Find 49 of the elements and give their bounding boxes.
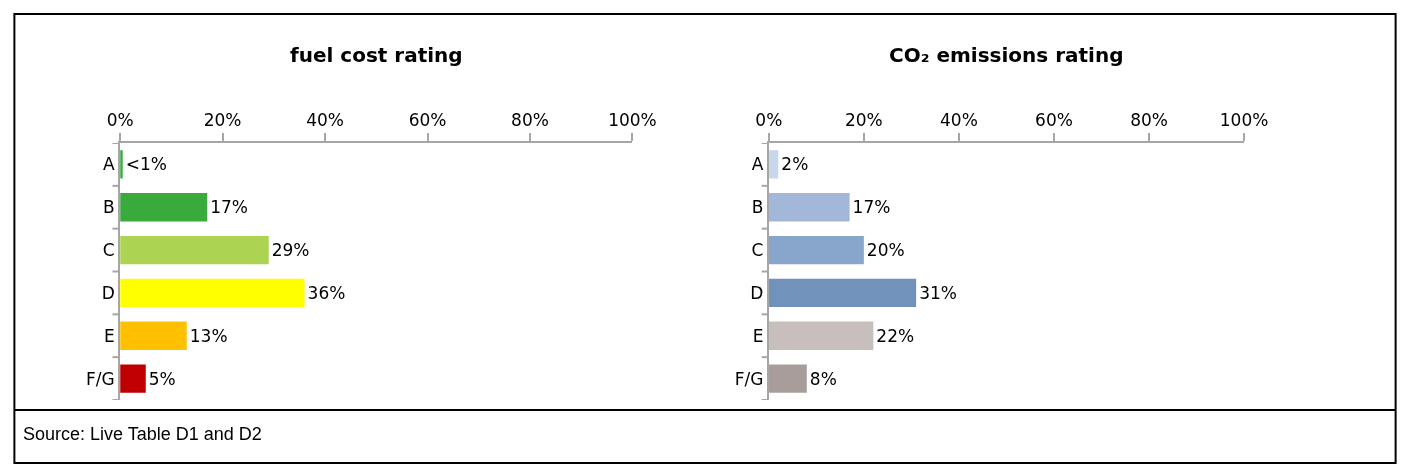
y-tick-label: A — [103, 154, 116, 175]
y-tick-label: F/G — [734, 368, 764, 389]
data-label: 29% — [271, 240, 310, 261]
chart-title: CO₂ emissions rating — [889, 43, 1124, 67]
bar — [120, 193, 208, 222]
bar — [768, 235, 864, 265]
x-tick-label: 0% — [106, 110, 134, 131]
data-label: 13% — [189, 325, 228, 346]
y-tick-label: F/G — [86, 368, 115, 389]
bar — [120, 278, 305, 308]
data-label: 20% — [866, 240, 905, 261]
y-tick-label: E — [103, 325, 115, 346]
bar — [120, 321, 187, 350]
x-tick-label: 60% — [408, 110, 447, 131]
y-tick-label: A — [751, 154, 764, 175]
x-tick-label: 40% — [940, 110, 978, 131]
data-label: 31% — [919, 282, 957, 303]
x-tick-label: 100% — [608, 110, 657, 131]
data-label: 22% — [876, 325, 915, 346]
data-label: 17% — [852, 197, 891, 218]
data-label: <1% — [125, 154, 167, 175]
x-tick-label: 60% — [1035, 110, 1073, 131]
data-label: 8% — [809, 368, 837, 389]
bar — [768, 278, 917, 308]
data-label: 36% — [307, 282, 346, 303]
bar — [768, 321, 874, 350]
x-tick-label: 20% — [203, 110, 242, 131]
data-label: 17% — [210, 197, 249, 218]
bar — [120, 235, 269, 265]
bar — [120, 364, 146, 393]
x-tick-label: 40% — [306, 110, 344, 131]
source-note: Source: Live Table D1 and D2 — [23, 424, 262, 444]
chart-title: fuel cost rating — [290, 43, 463, 67]
bar — [768, 193, 850, 222]
y-tick-label: B — [751, 197, 764, 218]
x-tick-label: 20% — [844, 110, 883, 131]
y-tick-label: C — [751, 240, 764, 261]
x-tick-label: 80% — [1130, 110, 1168, 131]
y-tick-label: C — [102, 240, 115, 261]
bar — [768, 150, 779, 179]
y-tick-label: E — [752, 325, 764, 346]
y-tick-label: D — [101, 282, 115, 303]
data-label: 2% — [781, 154, 809, 175]
x-tick-label: 100% — [1219, 110, 1269, 131]
x-tick-label: 0% — [755, 110, 783, 131]
data-label: 5% — [148, 368, 176, 389]
y-tick-label: B — [103, 197, 115, 218]
y-tick-label: D — [750, 282, 764, 303]
x-tick-label: 80% — [511, 110, 549, 131]
